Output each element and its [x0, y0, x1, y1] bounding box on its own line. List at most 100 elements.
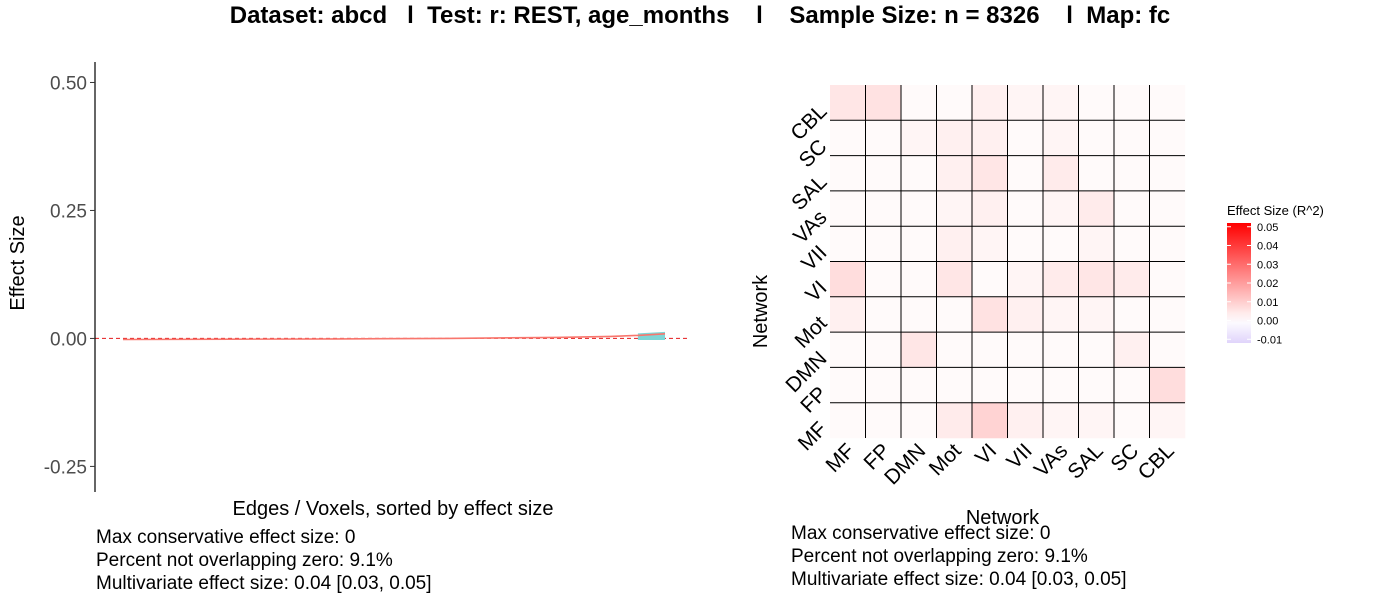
- heatmap-cell: [1043, 155, 1079, 192]
- heatmap-cell: [901, 332, 937, 368]
- heatmap-cell: [1007, 261, 1044, 298]
- heatmap-cell: [1007, 296, 1044, 333]
- heatmap-cell: [1043, 332, 1079, 368]
- y-tick-label: MF: [794, 418, 832, 456]
- legend-tick-label: 0.04: [1257, 241, 1278, 253]
- heatmap-cell: [901, 367, 937, 403]
- heatmap-cell: [972, 155, 1008, 192]
- heatmap-cell: [1078, 120, 1115, 156]
- heatmap-cell: [1078, 190, 1115, 227]
- heatmap-cell: [830, 402, 866, 439]
- y-tick-label: Mot: [791, 312, 832, 353]
- y-tick-label: 0.50: [50, 73, 87, 94]
- heatmap-cell: [901, 120, 937, 156]
- heatmap-cell: [1078, 367, 1115, 403]
- heatmap-cell: [1043, 190, 1079, 227]
- heatmap-cell: [1007, 85, 1044, 121]
- heatmap-cell: [1078, 261, 1115, 298]
- heatmap-cell: [901, 402, 937, 439]
- heatmap-cell: [1149, 296, 1186, 333]
- heatmap-cell: [901, 85, 937, 121]
- heatmap-cell: [830, 85, 866, 121]
- heatmap-cell: [972, 332, 1008, 368]
- heatmap-cell: [1149, 155, 1186, 192]
- heatmap-cell: [1043, 296, 1079, 333]
- heatmap-cell: [1078, 402, 1115, 439]
- heatmap-cell: [972, 120, 1008, 156]
- heatmap-cell: [830, 332, 866, 368]
- right-stat-percent-nonzero: Percent not overlapping zero: 9.1%: [791, 546, 1088, 567]
- heatmap-cell: [1078, 85, 1115, 121]
- x-tick-label: DMN: [880, 439, 930, 489]
- heatmap-cell: [1114, 296, 1150, 333]
- heatmap-cell: [1114, 402, 1150, 439]
- legend-tick-label: 0.01: [1257, 297, 1278, 309]
- x-tick-label: CBL: [1134, 439, 1179, 484]
- y-tick-label: VAs: [789, 206, 831, 248]
- left-stat-multivariate: Multivariate effect size: 0.04 [0.03, 0.…: [96, 573, 432, 594]
- heatmap-cell: [1149, 261, 1186, 298]
- heatmap-cell: [1114, 85, 1150, 121]
- legend-tick-label: -0.01: [1257, 334, 1282, 346]
- heatmap-cell: [1078, 155, 1115, 192]
- heatmap-cell: [1114, 155, 1150, 192]
- heatmap-cell: [972, 367, 1008, 403]
- heatmap-cell: [830, 190, 866, 227]
- heatmap-cell: [936, 296, 973, 333]
- left-stat-max-conservative: Max conservative effect size: 0: [96, 527, 356, 548]
- effect-size-series-line: [122, 333, 666, 341]
- heatmap-cell: [936, 402, 973, 439]
- heatmap-cell: [865, 226, 902, 262]
- heatmap-cell: [1149, 402, 1186, 439]
- heatmap-cell: [830, 226, 866, 262]
- heatmap-cell: [972, 296, 1008, 333]
- heatmap-cell: [1078, 226, 1115, 262]
- heatmap-cell: [972, 402, 1008, 439]
- x-tick-label: VI: [971, 439, 1001, 469]
- heatmap-cell: [865, 85, 902, 121]
- heatmap-cell: [1114, 190, 1150, 227]
- heatmap-cell: [936, 85, 973, 121]
- heatmap-cell: [901, 190, 937, 227]
- x-tick-label: VAs: [1030, 439, 1072, 481]
- heatmap-cell: [1007, 226, 1044, 262]
- heatmap-cell: [865, 155, 902, 192]
- heatmap-cell: [1149, 120, 1186, 156]
- heatmap-cell: [1078, 332, 1115, 368]
- heatmap-cell: [1149, 226, 1186, 262]
- heatmap-cell: [1043, 120, 1079, 156]
- heatmap-cell: [1007, 367, 1044, 403]
- x-tick-label: SAL: [1063, 439, 1107, 483]
- heatmap-cell: [865, 332, 902, 368]
- heatmap-cell: [1114, 226, 1150, 262]
- heatmap-cell: [1149, 332, 1186, 368]
- heatmap-cell: [1043, 402, 1079, 439]
- heatmap-cell: [830, 296, 866, 333]
- y-tick-label: -0.25: [44, 457, 87, 478]
- heatmap-cell: [1043, 261, 1079, 298]
- heatmap-cell: [1007, 155, 1044, 192]
- y-axis-label: Effect Size: [7, 215, 29, 310]
- heatmap-cell: [936, 367, 973, 403]
- legend-title: Effect Size (R^2): [1227, 203, 1324, 218]
- y-tick-label: 0.00: [50, 329, 87, 350]
- heatmap-cell: [901, 296, 937, 333]
- heatmap-cell: [1149, 367, 1186, 403]
- heatmap-cell: [830, 155, 866, 192]
- heatmap-cell: [1114, 332, 1150, 368]
- heatmap-cell: [830, 120, 866, 156]
- heatmap-cell: [972, 261, 1008, 298]
- left-stat-percent-nonzero: Percent not overlapping zero: 9.1%: [96, 550, 393, 571]
- heatmap-cell: [936, 332, 973, 368]
- legend-tick-label: 0.00: [1257, 316, 1278, 328]
- heatmap-cell: [1007, 190, 1044, 227]
- heatmap-cell: [901, 261, 937, 298]
- heatmap-cell: [1007, 402, 1044, 439]
- heatmap-cell: [1149, 85, 1186, 121]
- x-axis-label: Edges / Voxels, sorted by effect size: [233, 498, 554, 520]
- heatmap-cell: [865, 296, 902, 333]
- x-tick-label: Mot: [925, 439, 966, 480]
- heatmap-cell: [901, 226, 937, 262]
- heatmap-cell: [865, 402, 902, 439]
